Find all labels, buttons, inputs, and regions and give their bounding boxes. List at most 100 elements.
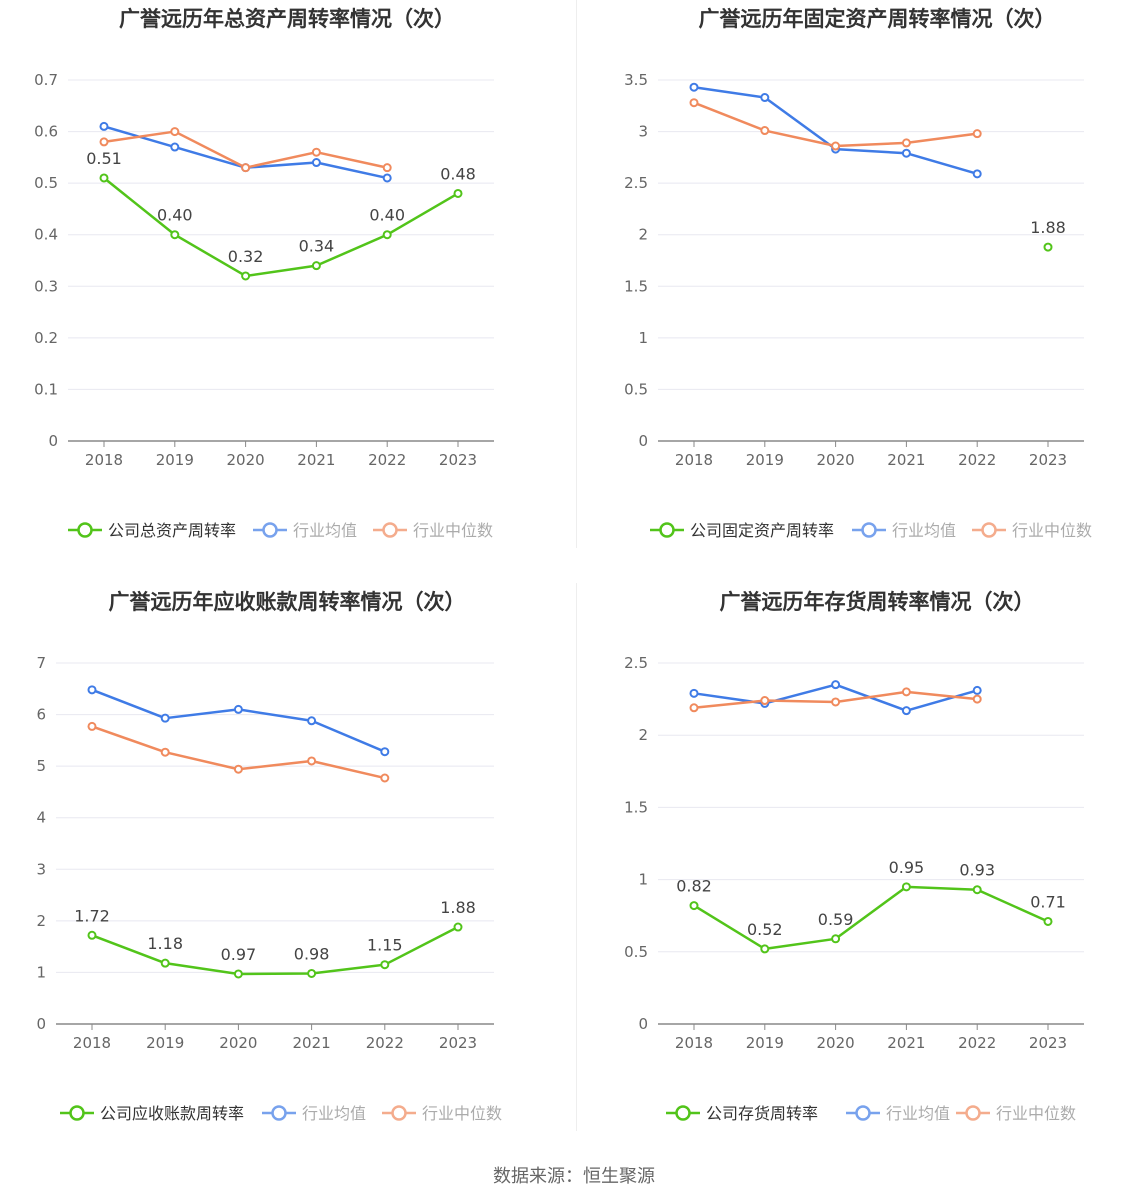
data-point-industry-median [380,773,390,783]
data-point-industry-median [689,98,699,108]
legend-item-industry-median: 行业中位数 [373,521,493,540]
x-tick-label: 2019 [146,1034,184,1052]
data-label: 0.40 [157,206,193,225]
series-line-company [103,177,459,278]
data-point-industry-average [901,706,911,716]
legend-item-company: 公司存货周转率 [666,1104,818,1123]
x-tick-label: 2018 [675,1034,713,1052]
data-label: 0.32 [228,247,264,266]
y-tick-label: 7 [36,654,46,672]
data-point-industry-average [972,685,982,695]
y-tick-label: 0 [638,432,648,450]
data-point-company [380,960,390,970]
y-tick-label: 2 [638,726,648,744]
legend-marker [659,522,675,538]
panel-divider-bottom [576,583,577,1131]
data-point-company [760,944,770,954]
legend-label: 公司应收账款周转率 [100,1104,244,1123]
legend-marker [981,522,997,538]
y-tick-label: 0.5 [624,943,648,961]
data-point-company [453,922,463,932]
y-tick-label: 2 [36,912,46,930]
y-tick-label: 0.6 [34,123,58,141]
data-point-industry-average [233,704,243,714]
y-tick-label: 0.5 [624,380,648,398]
y-tick-label: 1 [638,871,648,889]
data-label: 0.82 [676,877,712,896]
data-point-industry-average [972,169,982,179]
y-tick-label: 0.3 [34,277,58,295]
x-tick-label: 2020 [817,1034,855,1052]
x-tick-label: 2021 [887,1034,925,1052]
legend-marker [69,1105,85,1121]
legend-label: 行业均值 [886,1104,950,1123]
data-point-industry-average [689,688,699,698]
y-tick-label: 3.5 [624,71,648,89]
data-point-industry-median [831,697,841,707]
chart-receivables-turnover: 广誉远历年应收账款周转率情况（次） 0 1 2 3 4 5 6 7 2018 2019 2020 202… [36,590,502,1123]
legend-marker [382,522,398,538]
data-point-industry-median [831,141,841,151]
chart-title: 广誉远历年应收账款周转率情况（次） [109,590,466,614]
data-point-company [382,230,392,240]
data-point-industry-median [901,138,911,148]
chart-inventory-turnover: 广誉远历年存货周转率情况（次） 0 0.5 1 1.5 2 2.5 2018 2019 2020 2… [624,590,1084,1123]
data-point-industry-average [160,713,170,723]
legend-label: 公司存货周转率 [706,1104,818,1123]
x-tick-label: 2019 [746,1034,784,1052]
data-point-industry-average [99,121,109,131]
y-tick-label: 0.1 [34,380,58,398]
data-point-industry-median [241,163,251,173]
data-point-industry-average [831,680,841,690]
data-point-industry-median [233,764,243,774]
y-tick-label: 2.5 [624,654,648,672]
y-tick-label: 0 [48,432,58,450]
data-label: 0.51 [86,149,122,168]
data-point-industry-median [307,756,317,766]
legend-item-company: 公司应收账款周转率 [60,1104,244,1123]
data-point-company [233,969,243,979]
chart-panel-inventory-turnover: 广誉远历年存货周转率情况（次） 0 0.5 1 1.5 2 2.5 2018 2019 2020 2… [590,583,1148,1166]
x-tick-label: 2023 [1029,1034,1067,1052]
data-point-company [307,968,317,978]
y-tick-label: 2 [638,226,648,244]
legend-item-industry-average: 行业均值 [253,521,357,540]
legend-label: 公司总资产周转率 [108,521,236,540]
legend-marker [675,1105,691,1121]
data-point-industry-average [87,685,97,695]
data-point-industry-average [901,148,911,158]
y-tick-label: 0.7 [34,71,58,89]
data-point-company [831,934,841,944]
legend-item-industry-average: 行业均值 [852,521,956,540]
data-point-industry-median [760,696,770,706]
x-tick-label: 2023 [1029,451,1067,469]
chart-title: 广誉远历年总资产周转率情况（次） [119,7,455,31]
legend-marker [271,1105,287,1121]
x-tick-label: 2022 [958,451,996,469]
x-tick-label: 2021 [297,451,335,469]
chart-title: 广誉远历年固定资产周转率情况（次） [699,7,1056,31]
legend-item-company: 公司总资产周转率 [68,521,236,540]
x-tick-label: 2022 [368,451,406,469]
data-point-industry-median [972,694,982,704]
y-tick-label: 0 [36,1015,46,1033]
legend-label: 行业均值 [892,521,956,540]
legend-marker [855,1105,871,1121]
data-point-industry-median [87,721,97,731]
legend-label: 行业中位数 [1012,521,1092,540]
x-tick-label: 2023 [439,451,477,469]
data-label: 1.72 [74,906,110,925]
data-point-company [972,885,982,895]
data-point-industry-average [380,747,390,757]
panel-divider-top [576,0,577,548]
legend-item-industry-median: 行业中位数 [972,521,1092,540]
data-point-company [453,188,463,198]
x-tick-label: 2019 [746,451,784,469]
series-line-company [91,925,459,976]
y-tick-label: 2.5 [624,174,648,192]
y-tick-label: 6 [36,706,46,724]
chart-title: 广誉远历年存货周转率情况（次） [720,590,1035,614]
chart-total-asset-turnover: 广誉远历年总资产周转率情况（次） 0 0.1 0.2 0.3 0.4 0.5 0.6 0.7 20… [34,7,494,540]
data-point-company [1043,242,1053,252]
y-tick-label: 1.5 [624,798,648,816]
